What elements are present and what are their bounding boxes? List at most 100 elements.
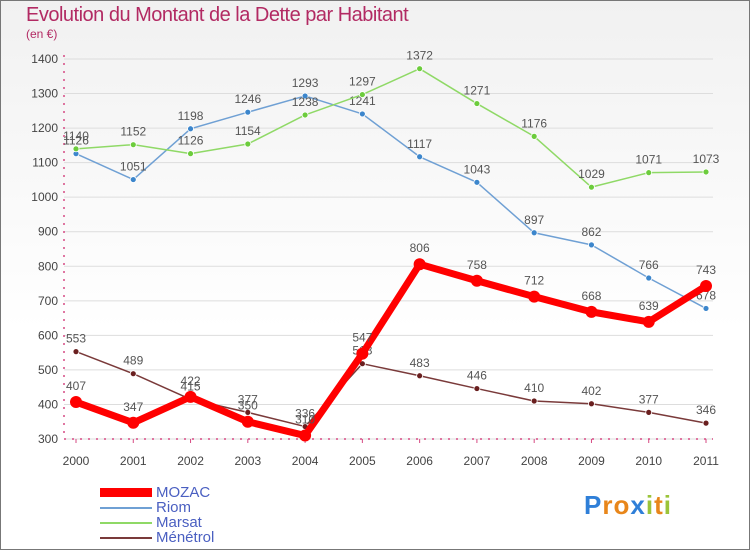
- data-label-mozac: 668: [581, 289, 601, 303]
- chart-title: Evolution du Montant de la Dette par Hab…: [26, 4, 409, 26]
- data-point-riom: [530, 229, 538, 237]
- y-tick-label: 800: [38, 259, 58, 273]
- data-label-m-n-trol: 489: [123, 354, 143, 368]
- y-tick-label: 1100: [32, 156, 58, 170]
- y-tick-label: 600: [38, 328, 58, 342]
- data-point-mozac: [70, 396, 82, 409]
- y-tick-label: 1200: [31, 121, 58, 135]
- y-tick-label: 700: [38, 294, 58, 308]
- data-point-riom: [588, 241, 595, 249]
- y-tick-label: 900: [38, 225, 58, 239]
- data-label-riom: 1043: [464, 162, 491, 176]
- data-label-riom: 1293: [292, 76, 319, 90]
- data-point-riom: [187, 125, 194, 133]
- data-point-riom: [416, 153, 424, 161]
- data-label-m-n-trol: 553: [66, 332, 86, 346]
- data-point-marsat: [645, 169, 653, 177]
- logo-letter: i: [645, 490, 655, 520]
- data-label-marsat: 1029: [578, 167, 605, 181]
- data-label-m-n-trol: 415: [181, 379, 201, 393]
- data-label-m-n-trol: 377: [639, 392, 659, 406]
- proxiti-logo: Proxiti: [584, 490, 672, 521]
- legend-swatch: [100, 521, 152, 524]
- data-point-marsat: [187, 150, 194, 158]
- data-point-mozac: [642, 315, 655, 328]
- data-point-mozac: [299, 429, 312, 442]
- data-label-mozac: 743: [696, 263, 716, 277]
- legend-label: Ménétrol: [156, 529, 215, 546]
- data-point-mozac: [585, 305, 598, 318]
- y-tick-label: 1400: [31, 52, 58, 66]
- data-point-marsat: [416, 65, 424, 73]
- y-tick-label: 400: [38, 397, 58, 411]
- x-tick-label: 2004: [292, 454, 319, 468]
- data-label-marsat: 1071: [635, 153, 662, 167]
- series-line-marsat: [75, 67, 707, 188]
- data-point-marsat: [129, 141, 137, 149]
- data-point-marsat: [473, 100, 481, 107]
- data-point-m-n-trol: [645, 408, 653, 416]
- data-label-m-n-trol: 402: [581, 384, 601, 398]
- data-point-marsat: [244, 140, 252, 148]
- legend-item: Marsat: [100, 515, 202, 530]
- data-point-mozac: [700, 279, 712, 292]
- data-label-riom: 897: [524, 213, 544, 227]
- data-point-riom: [645, 274, 653, 282]
- data-label-marsat: 1238: [292, 95, 319, 109]
- data-point-m-n-trol: [473, 385, 481, 392]
- data-label-marsat: 1372: [406, 49, 433, 63]
- data-point-riom: [301, 92, 309, 100]
- data-label-m-n-trol: 483: [410, 356, 430, 370]
- data-point-m-n-trol: [416, 372, 424, 380]
- data-label-marsat: 1271: [464, 84, 491, 98]
- data-point-marsat: [72, 145, 80, 153]
- data-label-mozac: 806: [410, 241, 430, 255]
- data-label-marsat: 1154: [235, 124, 261, 138]
- series-line-riom: [75, 95, 707, 310]
- data-label-marsat: 1140: [63, 129, 89, 143]
- series-line-mozac: [74, 260, 708, 440]
- logo-letter: o: [613, 490, 631, 520]
- chart-subtitle: (en €): [26, 27, 58, 41]
- logo-letter: x: [630, 490, 646, 520]
- data-point-m-n-trol: [72, 348, 80, 356]
- logo-letter: t: [654, 490, 664, 520]
- x-tick-label: 2010: [635, 454, 662, 468]
- data-point-mozac: [241, 415, 254, 428]
- data-point-mozac: [470, 274, 483, 287]
- x-tick-label: 2009: [578, 454, 605, 468]
- data-point-marsat: [301, 111, 309, 119]
- data-point-riom: [358, 110, 366, 118]
- data-point-riom: [129, 176, 137, 183]
- data-point-marsat: [530, 132, 538, 140]
- data-label-mozac: 422: [181, 374, 201, 388]
- data-label-riom: 766: [639, 258, 659, 272]
- y-tick-label: 1300: [31, 87, 58, 101]
- x-tick-label: 2002: [177, 454, 204, 468]
- legend-item: Ménétrol: [100, 530, 214, 545]
- data-label-marsat: 1152: [120, 125, 146, 139]
- data-point-m-n-trol: [702, 419, 710, 427]
- data-label-m-n-trol: 336: [295, 407, 315, 421]
- data-label-m-n-trol: 346: [696, 403, 716, 417]
- data-point-m-n-trol: [530, 397, 538, 405]
- x-tick-label: 2000: [63, 454, 90, 468]
- legend-item: Riom: [100, 500, 191, 515]
- x-tick-label: 2005: [349, 454, 376, 468]
- data-label-mozac: 758: [467, 258, 487, 272]
- legend-label: Marsat: [156, 514, 202, 531]
- data-label-mozac: 350: [238, 399, 258, 413]
- data-label-mozac: 347: [123, 400, 143, 414]
- data-label-marsat: 1176: [521, 116, 547, 130]
- data-point-riom: [702, 305, 710, 312]
- series-line-m-n-trol: [75, 350, 707, 428]
- data-point-mozac: [528, 290, 541, 303]
- data-point-mozac: [184, 390, 197, 403]
- x-tick-label: 2001: [120, 454, 147, 468]
- legend-item: MOZAC: [100, 485, 210, 500]
- data-label-m-n-trol: 377: [238, 392, 258, 406]
- data-label-mozac: 407: [66, 379, 86, 393]
- data-label-riom: 1246: [234, 92, 261, 106]
- data-label-riom: 1051: [120, 160, 147, 174]
